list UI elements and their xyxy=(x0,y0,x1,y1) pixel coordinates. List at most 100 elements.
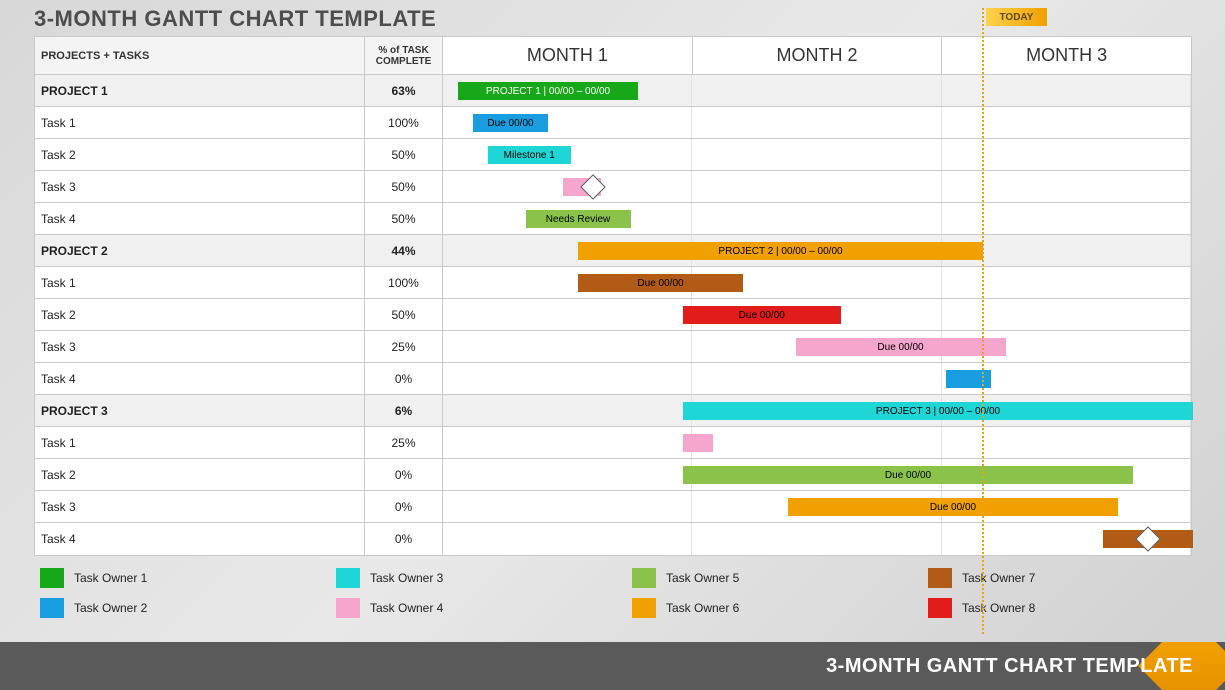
row-pct: 44% xyxy=(365,235,443,266)
row-name: Task 2 xyxy=(35,299,365,330)
gantt-bar: Due 00/00 xyxy=(473,114,548,132)
task-row: Task 20% Due 00/00 xyxy=(35,459,1191,491)
row-name: Task 4 xyxy=(35,523,365,555)
row-timeline xyxy=(443,171,1191,202)
project-row: PROJECT 36% PROJECT 3 | 00/00 – 00/00 xyxy=(35,395,1191,427)
row-pct: 63% xyxy=(365,75,443,106)
gantt-bar: PROJECT 1 | 00/00 – 00/00 xyxy=(458,82,638,100)
row-name: Task 1 xyxy=(35,267,365,298)
row-pct: 0% xyxy=(365,459,443,490)
legend-item: Task Owner 5 xyxy=(632,568,928,588)
task-row: Task 350% xyxy=(35,171,1191,203)
row-timeline: Due 00/00 xyxy=(443,459,1191,490)
gantt-bar: Due 00/00 xyxy=(683,466,1133,484)
row-pct: 50% xyxy=(365,139,443,170)
legend-label: Task Owner 7 xyxy=(962,571,1035,585)
header-month-2: MONTH 2 xyxy=(693,37,943,74)
legend-label: Task Owner 5 xyxy=(666,571,739,585)
row-name: Task 1 xyxy=(35,107,365,138)
row-timeline xyxy=(443,363,1191,394)
row-name: PROJECT 3 xyxy=(35,395,365,426)
gantt-bar xyxy=(683,434,713,452)
row-pct: 6% xyxy=(365,395,443,426)
header-tasks: PROJECTS + TASKS xyxy=(35,37,365,74)
row-pct: 0% xyxy=(365,363,443,394)
legend-item: Task Owner 7 xyxy=(928,568,1224,588)
row-pct: 0% xyxy=(365,491,443,522)
task-row: Task 40% xyxy=(35,523,1191,555)
legend-item: Task Owner 2 xyxy=(40,598,336,618)
task-row: Task 40% xyxy=(35,363,1191,395)
row-pct: 25% xyxy=(365,427,443,458)
row-name: Task 3 xyxy=(35,171,365,202)
gantt-bar: PROJECT 2 | 00/00 – 00/00 xyxy=(578,242,983,260)
row-name: Task 3 xyxy=(35,331,365,362)
header-pct: % of TASK COMPLETE xyxy=(365,37,443,74)
legend-swatch xyxy=(928,598,952,618)
task-row: Task 325% Due 00/00 xyxy=(35,331,1191,363)
legend-label: Task Owner 2 xyxy=(74,601,147,615)
row-timeline: Due 00/00 xyxy=(443,107,1191,138)
project-row: PROJECT 163% PROJECT 1 | 00/00 – 00/00 xyxy=(35,75,1191,107)
task-row: Task 450% Needs Review xyxy=(35,203,1191,235)
row-timeline: Due 00/00 xyxy=(443,299,1191,330)
row-name: PROJECT 1 xyxy=(35,75,365,106)
gantt-bar: PROJECT 3 | 00/00 – 00/00 xyxy=(683,402,1193,420)
row-timeline: Due 00/00 xyxy=(443,331,1191,362)
row-timeline xyxy=(443,523,1191,555)
gantt-grid: PROJECTS + TASKS % of TASK COMPLETE MONT… xyxy=(34,36,1192,556)
legend-swatch xyxy=(336,568,360,588)
legend-swatch xyxy=(632,568,656,588)
legend-swatch xyxy=(928,568,952,588)
row-name: PROJECT 2 xyxy=(35,235,365,266)
gantt-bar xyxy=(946,370,991,388)
row-timeline: Needs Review xyxy=(443,203,1191,234)
gantt-bar: Due 00/00 xyxy=(683,306,841,324)
footer-bar: 3-MONTH GANTT CHART TEMPLATE xyxy=(0,642,1225,690)
row-timeline: PROJECT 1 | 00/00 – 00/00 xyxy=(443,75,1191,106)
row-timeline: Due 00/00 xyxy=(443,267,1191,298)
row-pct: 50% xyxy=(365,171,443,202)
row-pct: 100% xyxy=(365,107,443,138)
gantt-bar: Due 00/00 xyxy=(796,338,1006,356)
legend-swatch xyxy=(632,598,656,618)
task-row: Task 1100% Due 00/00 xyxy=(35,267,1191,299)
legend-item: Task Owner 6 xyxy=(632,598,928,618)
project-row: PROJECT 244% PROJECT 2 | 00/00 – 00/00 xyxy=(35,235,1191,267)
row-pct: 50% xyxy=(365,203,443,234)
row-name: Task 1 xyxy=(35,427,365,458)
legend-item: Task Owner 1 xyxy=(40,568,336,588)
today-badge: TODAY xyxy=(986,8,1048,26)
legend-item: Task Owner 3 xyxy=(336,568,632,588)
task-row: Task 30% Due 00/00 xyxy=(35,491,1191,523)
row-name: Task 4 xyxy=(35,363,365,394)
legend-item: Task Owner 4 xyxy=(336,598,632,618)
row-pct: 100% xyxy=(365,267,443,298)
gantt-header-row: PROJECTS + TASKS % of TASK COMPLETE MONT… xyxy=(35,37,1191,75)
header-month-3: MONTH 3 xyxy=(942,37,1191,74)
row-name: Task 3 xyxy=(35,491,365,522)
legend-swatch xyxy=(40,598,64,618)
row-timeline: Due 00/00 xyxy=(443,491,1191,522)
task-row: Task 125% xyxy=(35,427,1191,459)
task-row: Task 1100% Due 00/00 xyxy=(35,107,1191,139)
row-timeline: PROJECT 3 | 00/00 – 00/00 xyxy=(443,395,1191,426)
row-timeline: Milestone 1 xyxy=(443,139,1191,170)
row-name: Task 4 xyxy=(35,203,365,234)
legend-label: Task Owner 3 xyxy=(370,571,443,585)
row-timeline xyxy=(443,427,1191,458)
task-row: Task 250% Due 00/00 xyxy=(35,299,1191,331)
row-name: Task 2 xyxy=(35,459,365,490)
page-title: 3-MONTH GANTT CHART TEMPLATE xyxy=(34,6,436,32)
today-line xyxy=(982,8,984,634)
footer-title: 3-MONTH GANTT CHART TEMPLATE xyxy=(826,655,1193,678)
row-pct: 50% xyxy=(365,299,443,330)
gantt-bar: Needs Review xyxy=(526,210,631,228)
row-pct: 0% xyxy=(365,523,443,555)
gantt-bar: Due 00/00 xyxy=(788,498,1118,516)
header-month-1: MONTH 1 xyxy=(443,37,693,74)
legend-label: Task Owner 4 xyxy=(370,601,443,615)
gantt-body: PROJECT 163% PROJECT 1 | 00/00 – 00/00 Tas… xyxy=(35,75,1191,555)
gantt-bar: Due 00/00 xyxy=(578,274,743,292)
row-pct: 25% xyxy=(365,331,443,362)
